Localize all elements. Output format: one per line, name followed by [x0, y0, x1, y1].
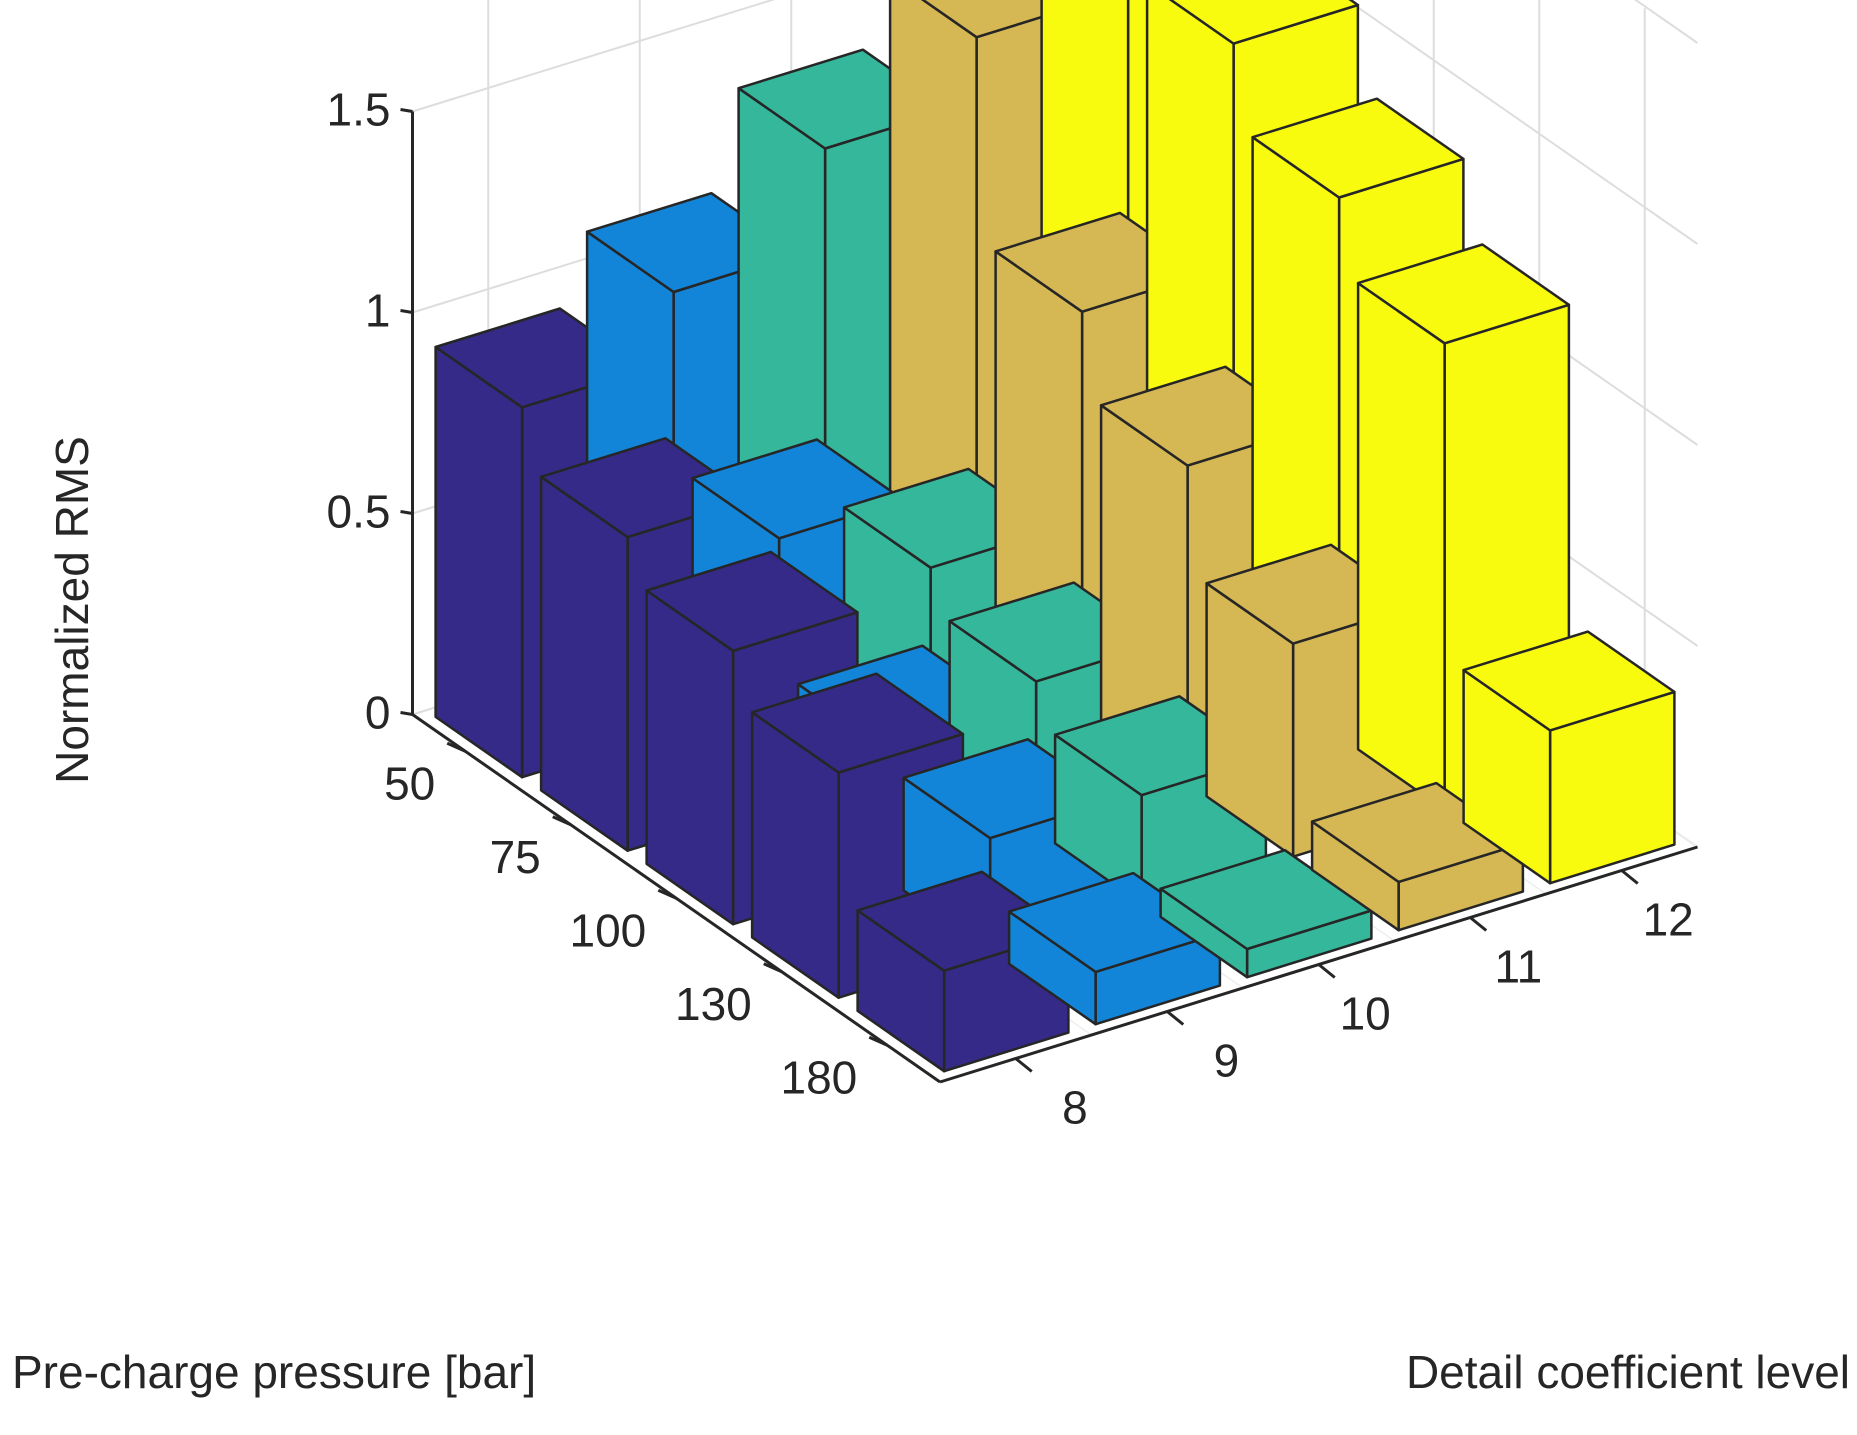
grid-line: [412, 0, 1699, 245]
y-tick: [657, 888, 677, 900]
x-axis-label: Detail coefficient level: [1406, 1346, 1850, 1398]
z-tick: [400, 309, 413, 314]
x-tick: [1166, 1010, 1185, 1026]
z-axis-label: Normalized RMS: [46, 436, 98, 784]
bar-face-side: [1356, 281, 1446, 811]
bars-layer: [434, 0, 1676, 1073]
bar-face-top: [750, 672, 965, 774]
y-axis-label: Pre-charge pressure [bar]: [12, 1346, 536, 1398]
labels-layer: Normalized RMS Pre-charge pressure [bar]…: [12, 84, 1850, 1399]
y-tick: [868, 1035, 888, 1047]
x-tick: [1469, 916, 1488, 932]
y-tick: [552, 815, 572, 827]
axes-layer: [400, 108, 1698, 1084]
y-tick-label: 130: [675, 978, 752, 1030]
y-tick-label: 180: [781, 1051, 858, 1103]
y-tick: [446, 741, 466, 753]
x-tick-label: 11: [1494, 941, 1542, 993]
z-tick-label: 1.5: [327, 84, 391, 136]
y-tick-label: 75: [490, 831, 541, 883]
bar-face-top: [1251, 97, 1465, 199]
z-tick: [400, 108, 413, 113]
x-tick: [1014, 1057, 1033, 1073]
z-tick: [400, 510, 413, 515]
x-tick-label: 12: [1643, 894, 1694, 946]
x-tick: [1317, 963, 1336, 979]
bar-face-side: [434, 345, 524, 779]
bar: [1462, 630, 1676, 885]
y-tick-label: 50: [384, 757, 435, 809]
x-tick-label: 10: [1340, 988, 1391, 1040]
z-tick-label: 1: [365, 285, 391, 337]
x-tick-label: 8: [1062, 1082, 1088, 1134]
bar-face-top: [645, 550, 859, 653]
z-tick: [400, 711, 413, 716]
y-tick: [763, 962, 783, 974]
z-tick-label: 0: [365, 687, 391, 739]
x-tick: [1620, 869, 1639, 885]
z-tick-label: 0.5: [327, 486, 391, 538]
y-tick-label: 100: [570, 904, 647, 956]
bar-face-side: [539, 475, 629, 852]
bar-face-top: [1462, 630, 1676, 732]
x-tick-label: 9: [1214, 1035, 1240, 1087]
bar-face-top: [1356, 243, 1571, 345]
bar-face-top: [1168, 0, 1360, 45]
